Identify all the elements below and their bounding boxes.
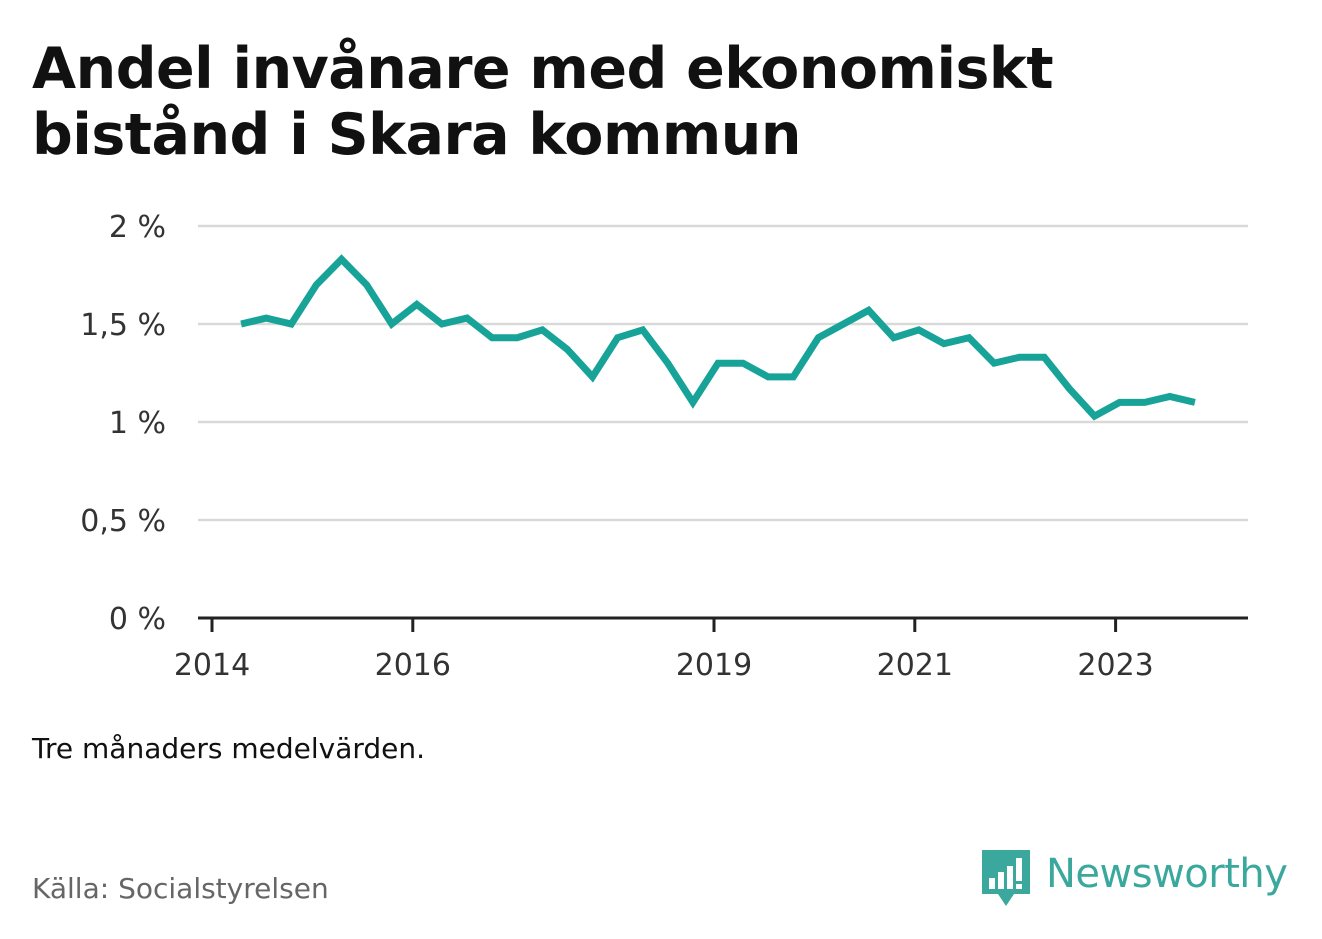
x-tick-label: 2023 [1077, 648, 1153, 683]
series-layer [240, 254, 1196, 421]
y-tick-label: 0,5 % [80, 504, 166, 539]
series-line [240, 254, 1196, 421]
x-tick-label: 2021 [877, 648, 953, 683]
x-tick-label: 2014 [174, 648, 250, 683]
x-tick-label: 2016 [375, 648, 451, 683]
y-tick-label: 1 % [109, 406, 166, 441]
y-tick-label: 0 % [109, 602, 166, 637]
newsworthy-logo-icon [982, 850, 1030, 906]
y-tick-label: 1,5 % [80, 308, 166, 343]
brand-name: Newsworthy [1046, 851, 1288, 897]
gridlines [198, 224, 1248, 522]
chart-note: Tre månaders medelvärden. [32, 732, 426, 765]
brand-logo[interactable]: Newsworthy [980, 848, 1288, 908]
source-credit: Källa: Socialstyrelsen [32, 872, 329, 905]
x-tick-label: 2019 [676, 648, 752, 683]
y-tick-label: 2 % [109, 210, 166, 245]
y-axis-ticks: 0 % 0,5 % 1 % 1,5 % 2 % [80, 210, 166, 637]
chart-title: Andel invånare med ekonomiskt bistånd i … [32, 36, 1054, 168]
x-axis: 2014 2016 2019 2021 2023 [174, 616, 1248, 683]
